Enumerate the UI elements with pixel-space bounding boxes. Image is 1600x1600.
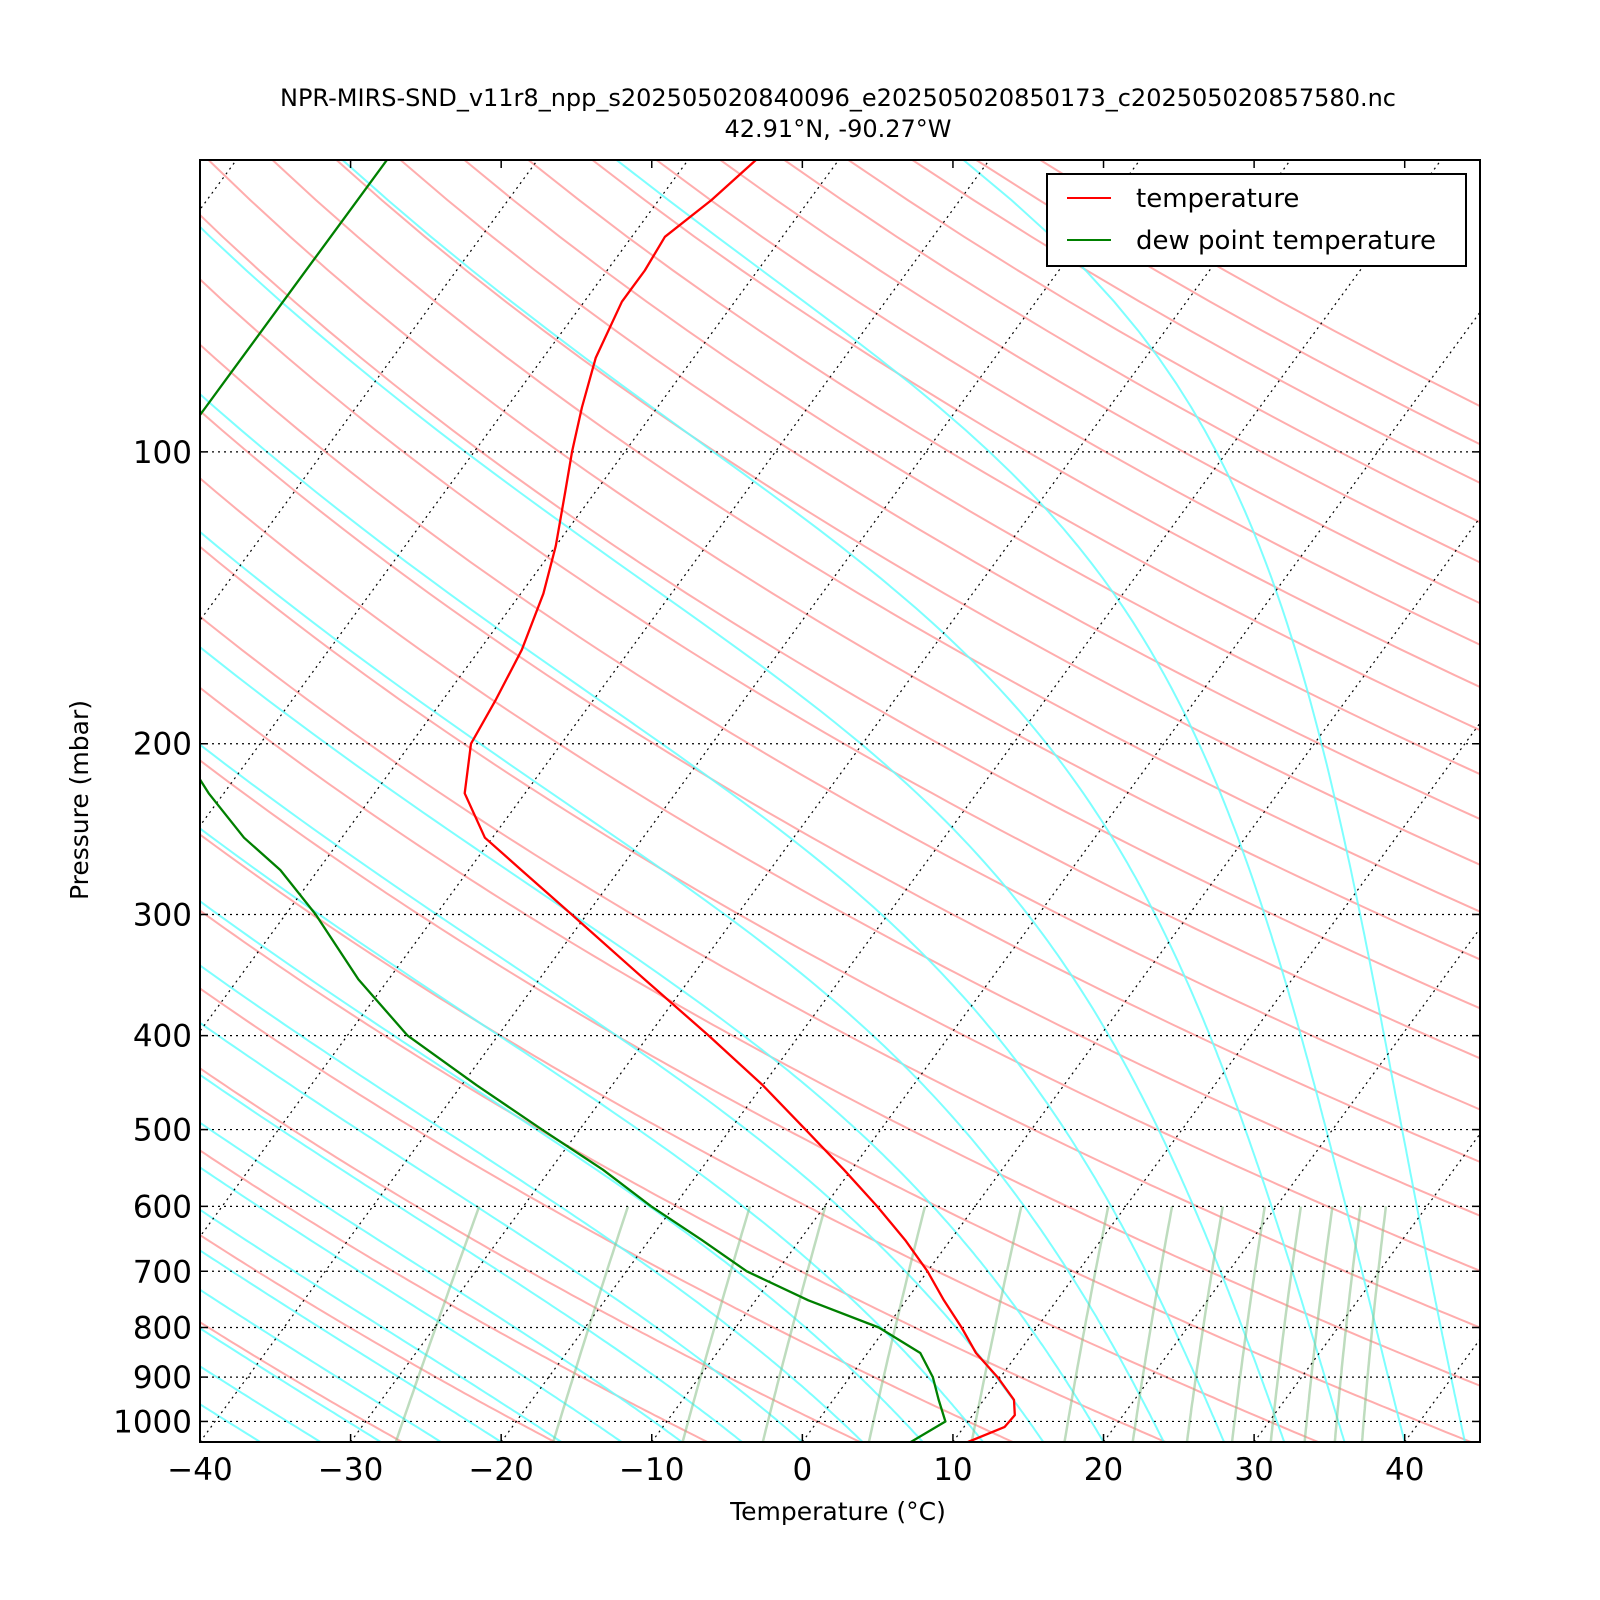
temperature-profile-line <box>463 160 1016 1442</box>
moist-adiabat-line <box>615 160 1406 1442</box>
moist-adiabat-line <box>200 900 924 1442</box>
mixing-ratio-line <box>1333 1206 1362 1442</box>
dry-adiabat-line <box>200 833 1319 1442</box>
y-axis-ticks: 100 200 300 400 500 600 700 800 900 1000 <box>113 435 1480 1440</box>
y-tick-label: 300 <box>133 897 192 933</box>
moist-adiabat-line <box>200 1365 322 1442</box>
plot-frame <box>199 159 1481 1443</box>
mixing-ratio-line <box>681 1206 752 1442</box>
legend-label-temperature: temperature <box>1136 184 1299 214</box>
x-tick-label: −30 <box>318 1452 383 1488</box>
isotherm-grid-line <box>500 160 1442 1442</box>
dry-adiabat-line <box>200 278 1480 1060</box>
moist-adiabat-line <box>200 1121 683 1442</box>
dry-adiabat-line <box>271 160 1480 913</box>
moist-adiabat-line <box>200 530 1165 1442</box>
x-tick-label: 20 <box>1084 1452 1123 1488</box>
dry-adiabat-line <box>200 615 1480 1329</box>
dry-adiabat-line <box>200 213 1480 1010</box>
y-axis-label: Pressure (mbar) <box>65 700 94 900</box>
y-tick-label: 400 <box>133 1019 192 1055</box>
chart-subtitle: 42.91°N, -90.27°W <box>724 115 951 143</box>
sounding-profiles <box>200 160 1016 1442</box>
y-tick-label: 1000 <box>113 1404 192 1440</box>
x-tick-label: −20 <box>468 1452 533 1488</box>
dry-adiabat-line <box>200 545 1480 1272</box>
y-tick-label: 100 <box>133 435 192 471</box>
x-tick-label: 30 <box>1234 1452 1273 1488</box>
mixing-ratio-line <box>394 1205 481 1442</box>
isotherm-grid-line <box>801 516 1480 1442</box>
dry-adiabat-line <box>200 1321 403 1442</box>
y-tick-label: 500 <box>133 1113 192 1149</box>
mixing-ratio-line <box>761 1206 827 1442</box>
thermo-background-lines <box>200 160 1480 1442</box>
dry-adiabat-line <box>335 160 1480 866</box>
moist-adiabat-line <box>200 1249 502 1442</box>
y-tick-label: 700 <box>133 1254 192 1290</box>
moist-adiabat-line <box>200 1166 623 1442</box>
moist-adiabat-line <box>200 1288 442 1442</box>
mixing-ratio-line <box>1269 1206 1303 1442</box>
isotherm-grid-line <box>651 311 1480 1442</box>
mixing-ratio-line <box>867 1206 927 1442</box>
mixing-ratio-line <box>1230 1206 1267 1442</box>
mixing-ratio-line <box>1303 1206 1334 1442</box>
x-tick-label: 10 <box>933 1452 972 1488</box>
x-axis-ticks: −40 −30 −20 −10 0 10 20 30 40 <box>167 160 1424 1488</box>
y-tick-label: 900 <box>133 1360 192 1396</box>
dew-point-profile-line <box>200 160 947 1442</box>
isotherm-grid-line <box>952 722 1480 1442</box>
moist-adiabat-line <box>200 1327 382 1442</box>
moist-adiabat-line <box>200 645 1105 1442</box>
chart-title: NPR-MIRS-SND_v11r8_npp_s202505020840096_… <box>280 84 1396 112</box>
isotherm-grid-line <box>200 160 990 1238</box>
dry-adiabat-line <box>207 160 1480 961</box>
dry-adiabat-line <box>200 1149 708 1442</box>
isotherm-grid-line <box>350 160 1291 1442</box>
moist-adiabat-line <box>200 1073 743 1442</box>
mixing-ratio-line <box>1185 1206 1224 1442</box>
dry-adiabat-line <box>200 686 1480 1387</box>
y-tick-label: 800 <box>133 1310 192 1346</box>
dry-adiabat-line <box>200 343 1480 1111</box>
moist-adiabat-line <box>200 392 1225 1442</box>
dry-adiabat-line <box>399 160 1480 821</box>
dry-adiabat-line <box>200 476 1480 1217</box>
y-tick-label: 600 <box>133 1189 192 1225</box>
x-tick-label: −10 <box>619 1452 684 1488</box>
moist-adiabat-line <box>341 160 1346 1442</box>
isotherm-grid-line <box>200 160 1141 1442</box>
dry-adiabat-line <box>200 987 1014 1442</box>
moist-adiabat-line <box>200 827 984 1442</box>
moist-adiabat-line <box>200 1208 562 1442</box>
moist-adiabat-line <box>200 1021 804 1442</box>
legend-label-dew-point: dew point temperature <box>1136 226 1436 256</box>
mixing-ratio-line <box>1063 1206 1110 1442</box>
grid-lines <box>200 160 1480 1442</box>
mixing-ratio-line <box>552 1206 630 1442</box>
isotherm-grid-line <box>1103 927 1480 1442</box>
dry-adiabat-line <box>200 759 1472 1442</box>
dry-adiabat-line <box>200 909 1166 1442</box>
mixing-ratio-line <box>970 1206 1023 1442</box>
x-tick-label: 0 <box>792 1452 812 1488</box>
legend: temperature dew point temperature <box>1046 173 1467 267</box>
x-tick-label: −40 <box>167 1452 232 1488</box>
isotherm-grid-line <box>1253 1132 1480 1442</box>
mixing-ratio-line <box>1360 1206 1388 1442</box>
legend-box <box>1046 173 1467 267</box>
y-tick-label: 200 <box>133 727 192 763</box>
x-tick-label: 40 <box>1385 1452 1424 1488</box>
x-axis-label: Temperature (°C) <box>729 1497 946 1526</box>
moist-adiabat-line <box>200 225 1286 1442</box>
moist-adiabat-line <box>962 160 1466 1442</box>
mixing-ratio-line <box>1131 1206 1174 1442</box>
